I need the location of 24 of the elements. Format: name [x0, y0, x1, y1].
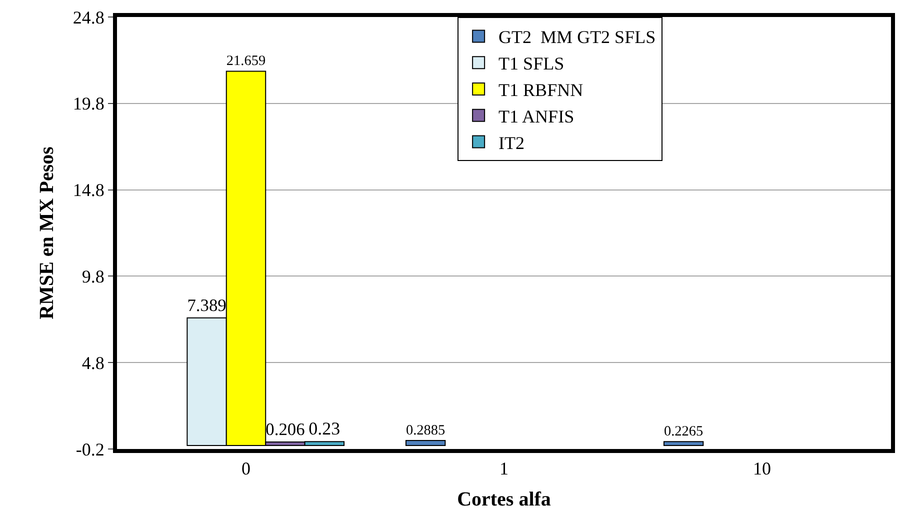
data-label: 0.2265: [664, 423, 704, 440]
x-tick-label: 10: [753, 458, 771, 479]
legend-label: IT2: [498, 132, 525, 153]
legend-label: GT2 MM GT2 SFLS: [498, 27, 656, 48]
legend-label: T1 SFLS: [498, 54, 564, 74]
legend-label: T1 RBFNN: [498, 80, 584, 100]
y-tick-label: 24.8: [72, 7, 104, 28]
data-label: 21.659: [226, 53, 266, 70]
y-tick-label: 14.8: [72, 180, 104, 200]
y-tick-label: 19.8: [72, 94, 104, 114]
y-tick-label: 9.8: [82, 266, 104, 286]
y-axis-title: RMSE en MX Pesos: [36, 146, 58, 320]
legend-label: T1 ANFIS: [498, 106, 574, 126]
bar: [405, 440, 446, 446]
x-tick-label: 0: [242, 458, 250, 479]
data-label: 0.206: [266, 419, 306, 440]
bar: [663, 441, 704, 446]
y-tick-label: 4.8: [82, 352, 104, 373]
x-tick-label: 1: [500, 458, 508, 479]
y-tick-label: -0.2: [76, 439, 104, 460]
x-axis-title: Cortes alfa: [457, 488, 551, 511]
data-label: 0.23: [308, 418, 340, 439]
data-label: 7.389: [187, 294, 226, 315]
data-label: 0.2885: [406, 422, 446, 438]
